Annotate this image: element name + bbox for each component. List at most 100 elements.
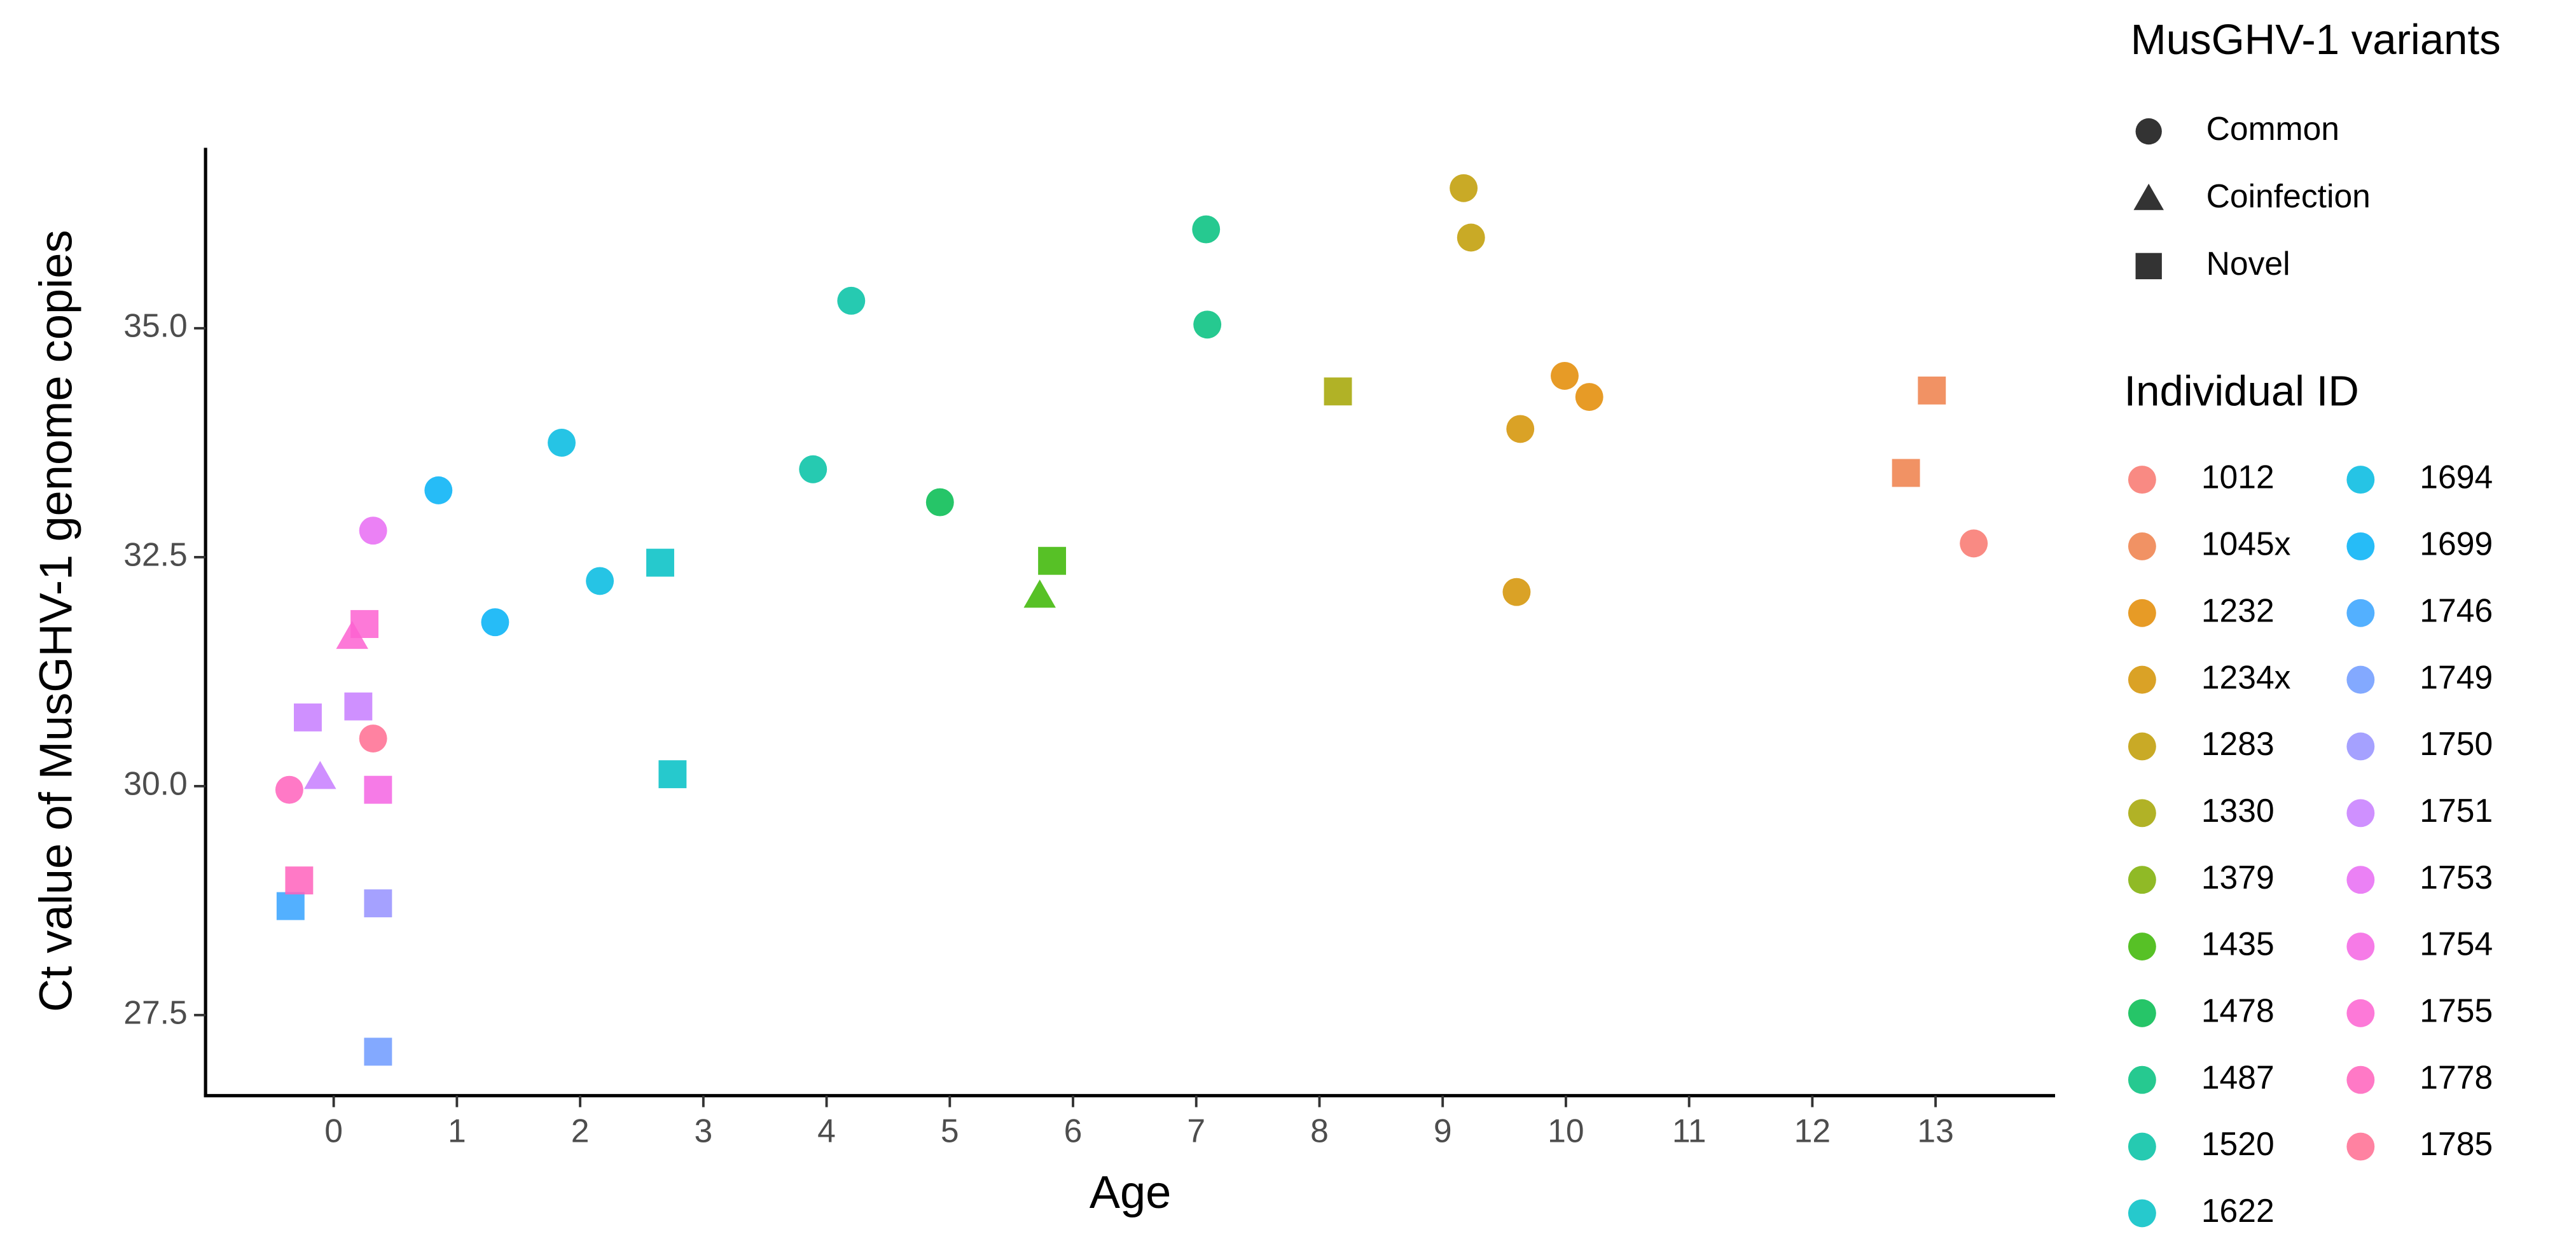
point bbox=[548, 429, 576, 457]
color-legend-key bbox=[2128, 799, 2156, 828]
point bbox=[364, 1037, 392, 1066]
color-legend-key bbox=[2128, 599, 2156, 627]
shape-legend-key bbox=[2135, 253, 2162, 280]
color-legend-key bbox=[2128, 466, 2156, 494]
point bbox=[1192, 215, 1221, 244]
point bbox=[424, 476, 453, 504]
point bbox=[1575, 383, 1603, 411]
color-legend-label: 1234x bbox=[2201, 658, 2291, 695]
point bbox=[925, 488, 954, 517]
color-legend-key bbox=[2128, 866, 2156, 894]
shape-legend-label: Common bbox=[2206, 110, 2339, 147]
point bbox=[799, 455, 828, 483]
x-tick-label: 7 bbox=[1187, 1113, 1205, 1149]
color-legend-label: 1478 bbox=[2201, 992, 2275, 1029]
color-legend-label: 1746 bbox=[2420, 592, 2493, 628]
y-tick-label: 30.0 bbox=[123, 765, 187, 802]
point bbox=[1960, 529, 1988, 558]
x-tick-label: 4 bbox=[817, 1113, 836, 1149]
shape-legend-key bbox=[2133, 183, 2164, 211]
color-legend-label: 1749 bbox=[2420, 658, 2493, 695]
color-legend-label: 1232 bbox=[2201, 592, 2275, 628]
color-legend-label: 1330 bbox=[2201, 792, 2275, 829]
x-tick-label: 8 bbox=[1310, 1113, 1329, 1149]
color-legend-label: 1520 bbox=[2201, 1125, 2275, 1162]
y-tick-label: 27.5 bbox=[123, 994, 187, 1030]
point bbox=[1551, 361, 1579, 390]
color-legend-key bbox=[2346, 799, 2375, 828]
point bbox=[1502, 578, 1531, 606]
point bbox=[1918, 376, 1946, 405]
color-legend-key bbox=[2346, 1132, 2375, 1161]
x-tick-label: 12 bbox=[1794, 1113, 1831, 1149]
color-legend-label: 1755 bbox=[2420, 992, 2493, 1029]
point bbox=[1324, 377, 1352, 406]
point bbox=[350, 610, 379, 639]
color-legend-key bbox=[2346, 532, 2375, 560]
x-tick-label: 1 bbox=[448, 1113, 466, 1149]
point bbox=[276, 892, 305, 920]
color-legend-key bbox=[2346, 665, 2375, 694]
point bbox=[586, 567, 614, 595]
color-legend-label: 1750 bbox=[2420, 725, 2493, 762]
color-legend-label: 1012 bbox=[2201, 459, 2275, 496]
color-legend-key bbox=[2346, 1065, 2375, 1094]
color-legend-key bbox=[2128, 999, 2156, 1027]
color-legend-key bbox=[2346, 599, 2375, 627]
color-legend-key bbox=[2128, 532, 2156, 560]
color-legend-label: 1622 bbox=[2201, 1192, 2275, 1229]
color-legend-label: 1435 bbox=[2201, 926, 2275, 962]
color-legend-key bbox=[2346, 732, 2375, 761]
point bbox=[1506, 415, 1535, 443]
point bbox=[364, 775, 392, 804]
point bbox=[344, 692, 373, 721]
x-axis-title: Age bbox=[1090, 1167, 1172, 1218]
shape-legend-label: Novel bbox=[2206, 245, 2290, 282]
x-tick-label: 3 bbox=[694, 1113, 712, 1149]
point bbox=[359, 725, 387, 752]
color-legend-label: 1753 bbox=[2420, 859, 2493, 896]
color-legend-key bbox=[2128, 732, 2156, 761]
x-tick-label: 10 bbox=[1548, 1113, 1584, 1149]
color-legend-label: 1778 bbox=[2420, 1058, 2493, 1095]
color-legend-title: Individual ID bbox=[2124, 368, 2358, 415]
color-legend-label: 1694 bbox=[2420, 459, 2493, 496]
color-legend-key bbox=[2346, 999, 2375, 1027]
point bbox=[646, 548, 674, 577]
point bbox=[1892, 459, 1920, 487]
point bbox=[658, 760, 687, 789]
point bbox=[304, 761, 336, 789]
color-legend-label: 1751 bbox=[2420, 792, 2493, 829]
color-legend-label: 1785 bbox=[2420, 1125, 2493, 1162]
color-legend-label: 1699 bbox=[2420, 525, 2493, 562]
x-tick-label: 2 bbox=[571, 1113, 590, 1149]
color-legend-key bbox=[2128, 665, 2156, 694]
y-tick-label: 35.0 bbox=[123, 307, 187, 344]
point bbox=[837, 286, 866, 315]
x-tick-label: 6 bbox=[1064, 1113, 1083, 1149]
y-axis-title: Ct value of MusGHV-1 genome copies bbox=[31, 230, 81, 1012]
point bbox=[1038, 546, 1067, 575]
y-tick-label: 32.5 bbox=[123, 536, 187, 573]
color-legend-key bbox=[2128, 1199, 2156, 1228]
point bbox=[275, 775, 303, 804]
color-legend-key bbox=[2346, 466, 2375, 494]
x-tick-label: 13 bbox=[1917, 1113, 1953, 1149]
x-tick-label: 9 bbox=[1434, 1113, 1452, 1149]
color-legend-key bbox=[2128, 1132, 2156, 1161]
point bbox=[359, 517, 387, 545]
point bbox=[364, 889, 392, 918]
shape-legend-label: Coinfection bbox=[2206, 177, 2371, 214]
color-legend-label: 1283 bbox=[2201, 725, 2275, 762]
color-legend-label: 1379 bbox=[2201, 859, 2275, 896]
point bbox=[481, 608, 509, 637]
color-legend-label: 1487 bbox=[2201, 1058, 2275, 1095]
color-legend-label: 1754 bbox=[2420, 926, 2493, 962]
x-tick-label: 5 bbox=[941, 1113, 959, 1149]
point bbox=[1457, 223, 1485, 252]
x-tick-label: 0 bbox=[324, 1113, 343, 1149]
point bbox=[1193, 310, 1222, 339]
color-legend-key bbox=[2128, 1065, 2156, 1094]
